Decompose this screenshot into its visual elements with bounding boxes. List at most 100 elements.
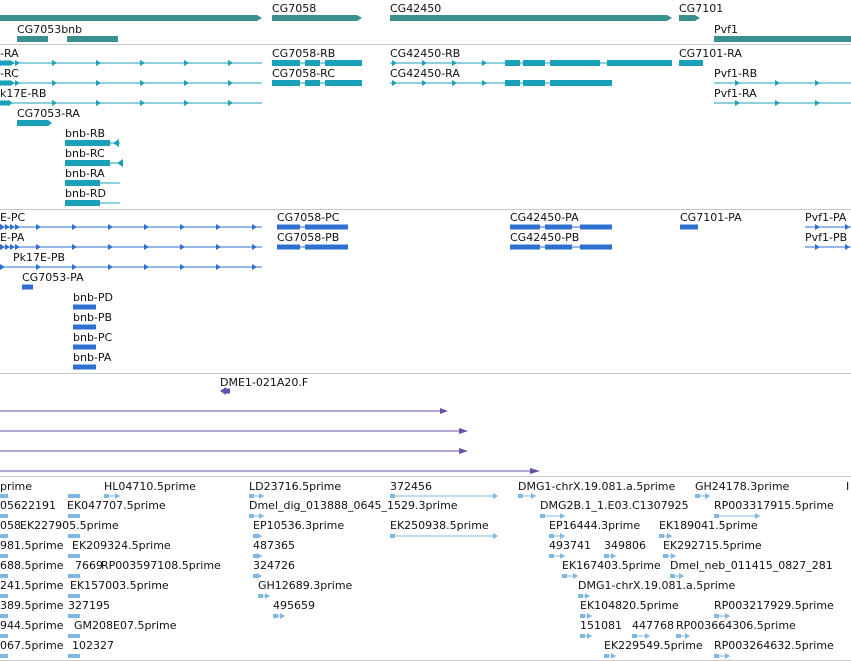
- est-glyph[interactable]: [714, 654, 719, 658]
- est-label[interactable]: RP003264632.5prime: [714, 639, 834, 652]
- est-glyph[interactable]: [725, 653, 730, 659]
- est-glyph[interactable]: [0, 534, 8, 538]
- est-label[interactable]: LD23716.5prime: [249, 480, 342, 493]
- est-label[interactable]: 241.5prime: [0, 579, 64, 592]
- est-glyph[interactable]: [493, 533, 498, 539]
- strand-arrow[interactable]: [180, 244, 185, 250]
- exon-block[interactable]: [272, 60, 300, 66]
- est-label[interactable]: RP003597108.5prime: [101, 559, 221, 572]
- exon-block[interactable]: [17, 120, 48, 126]
- est-glyph[interactable]: [671, 553, 676, 559]
- strand-arrow[interactable]: [15, 80, 20, 86]
- est-glyph[interactable]: [518, 494, 523, 498]
- est-label[interactable]: EK047707.5prime: [67, 499, 166, 512]
- exon-block[interactable]: [523, 80, 545, 86]
- strand-arrow[interactable]: [52, 100, 57, 106]
- strand-arrow[interactable]: [180, 264, 185, 270]
- est-label[interactable]: 058: [0, 519, 21, 532]
- strand-arrow[interactable]: [72, 224, 77, 230]
- cds-label[interactable]: E-PA: [0, 231, 25, 244]
- transcript-label[interactable]: CG7101-RA: [679, 47, 742, 60]
- strand-arrow[interactable]: [0, 60, 5, 66]
- est-glyph[interactable]: [580, 614, 585, 618]
- est-glyph[interactable]: [695, 494, 700, 498]
- est-glyph[interactable]: [0, 494, 8, 498]
- est-glyph[interactable]: [68, 514, 80, 518]
- exon-block[interactable]: [550, 80, 612, 86]
- est-glyph[interactable]: [249, 494, 254, 498]
- strand-arrow[interactable]: [108, 224, 113, 230]
- est-label[interactable]: EK227905.5prime: [20, 519, 119, 532]
- exon-block[interactable]: [545, 224, 572, 230]
- est-glyph[interactable]: [253, 554, 258, 558]
- strand-arrow[interactable]: [845, 244, 850, 250]
- est-glyph[interactable]: [0, 554, 8, 558]
- cds-label[interactable]: bnb-PB: [73, 311, 113, 324]
- est-label[interactable]: RP003317915.5prime: [714, 499, 834, 512]
- est-glyph[interactable]: [562, 574, 567, 578]
- exon-block[interactable]: [73, 344, 96, 350]
- strand-arrow[interactable]: [392, 60, 397, 66]
- est-label[interactable]: 102327: [72, 639, 114, 652]
- est-label[interactable]: EK229549.5prime: [604, 639, 703, 652]
- strand-arrow[interactable]: [216, 264, 221, 270]
- strand-arrow[interactable]: [36, 244, 41, 250]
- est-label[interactable]: EK209324.5prime: [72, 539, 171, 552]
- est-label[interactable]: GH24178.3prime: [695, 480, 790, 493]
- est-glyph[interactable]: [265, 593, 270, 599]
- strand-arrow[interactable]: [10, 244, 15, 250]
- strand-arrow[interactable]: [0, 264, 5, 270]
- transcript-label[interactable]: bnb-RC: [65, 147, 105, 160]
- est-glyph[interactable]: [68, 634, 80, 638]
- strand-arrow[interactable]: [117, 159, 123, 167]
- est-glyph[interactable]: [560, 513, 565, 519]
- est-label[interactable]: GM208E07.5prime: [74, 619, 177, 632]
- est-glyph[interactable]: [0, 654, 8, 658]
- est-label[interactable]: EK157003.5prime: [70, 579, 169, 592]
- exon-block[interactable]: [580, 244, 612, 250]
- exon-block[interactable]: [0, 100, 10, 106]
- transcript-label[interactable]: bnb-RB: [65, 127, 106, 140]
- transcript-label[interactable]: CG7058-RC: [272, 67, 335, 80]
- exon-block[interactable]: [523, 60, 545, 66]
- exon-block[interactable]: [305, 224, 348, 230]
- transcript-label[interactable]: bnb-RD: [65, 187, 107, 200]
- strand-arrow[interactable]: [482, 60, 487, 66]
- strand-arrow[interactable]: [252, 244, 257, 250]
- strand-arrow[interactable]: [815, 224, 820, 230]
- est-glyph[interactable]: [0, 634, 8, 638]
- est-label[interactable]: EK250938.5prime: [390, 519, 489, 532]
- est-label[interactable]: 324726: [253, 559, 295, 572]
- est-glyph[interactable]: [679, 573, 684, 579]
- strand-arrow[interactable]: [216, 244, 221, 250]
- est-label[interactable]: EK167403.5prime: [562, 559, 661, 572]
- est-glyph[interactable]: [257, 573, 262, 579]
- transcript-label[interactable]: Pvf1-RB: [714, 67, 758, 80]
- strand-arrow[interactable]: [452, 60, 457, 66]
- est-glyph[interactable]: [68, 594, 80, 598]
- est-glyph[interactable]: [659, 534, 664, 538]
- transcript-label[interactable]: -RC: [0, 67, 19, 80]
- est-glyph[interactable]: [493, 493, 498, 499]
- strand-arrow[interactable]: [180, 224, 185, 230]
- est-label[interactable]: 327195: [68, 599, 110, 612]
- est-label[interactable]: 389.5prime: [0, 599, 64, 612]
- est-glyph[interactable]: [257, 533, 262, 539]
- clone-glyph[interactable]: [530, 468, 540, 474]
- clone-glyph[interactable]: [459, 428, 468, 434]
- est-glyph[interactable]: [68, 534, 80, 538]
- transcript-label[interactable]: CG7053-RA: [17, 107, 80, 120]
- est-glyph[interactable]: [0, 514, 8, 518]
- strand-arrow[interactable]: [15, 224, 20, 230]
- strand-arrow[interactable]: [0, 80, 5, 86]
- est-glyph[interactable]: [755, 513, 760, 519]
- clone-label[interactable]: DME1-021A20.F: [220, 376, 309, 389]
- strand-arrow[interactable]: [815, 100, 820, 106]
- gene-label[interactable]: CG7058: [272, 2, 317, 15]
- est-glyph[interactable]: [645, 633, 650, 639]
- strand-arrow[interactable]: [228, 100, 233, 106]
- est-label[interactable]: DMG2B.1_1.E03.C1307925: [540, 499, 689, 512]
- strand-arrow[interactable]: [5, 244, 10, 250]
- est-glyph[interactable]: [0, 574, 8, 578]
